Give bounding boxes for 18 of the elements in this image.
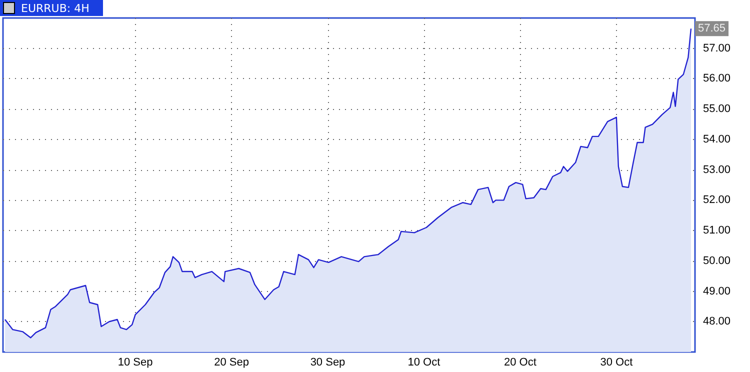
x-tick-label: 20 Oct — [504, 356, 536, 368]
y-tick-label: 54.00 — [703, 133, 731, 146]
x-tick-label: 30 Sep — [310, 356, 346, 368]
y-tick-label: 48.00 — [703, 316, 731, 328]
y-tick-label: 53.00 — [703, 164, 731, 176]
y-tick-label: 56.00 — [703, 72, 731, 85]
y-tick-label: 57.00 — [703, 42, 731, 54]
data-label: 57.65 — [698, 22, 726, 35]
y-tick-label: 50.00 — [703, 254, 731, 267]
y-tick-label: 55.00 — [703, 103, 731, 116]
x-tick-label: 30 Oct — [600, 356, 633, 368]
chart-title: EURRUB: 4H — [21, 2, 90, 14]
x-tick-label: 20 Sep — [214, 356, 249, 368]
y-tick-label: 49.00 — [703, 285, 731, 298]
y-tick-label: 52.00 — [703, 194, 731, 206]
y-tick-label: 51.00 — [703, 224, 731, 237]
x-tick-label: 10 Oct — [408, 356, 440, 368]
x-tick-label: 10 Sep — [118, 356, 153, 368]
